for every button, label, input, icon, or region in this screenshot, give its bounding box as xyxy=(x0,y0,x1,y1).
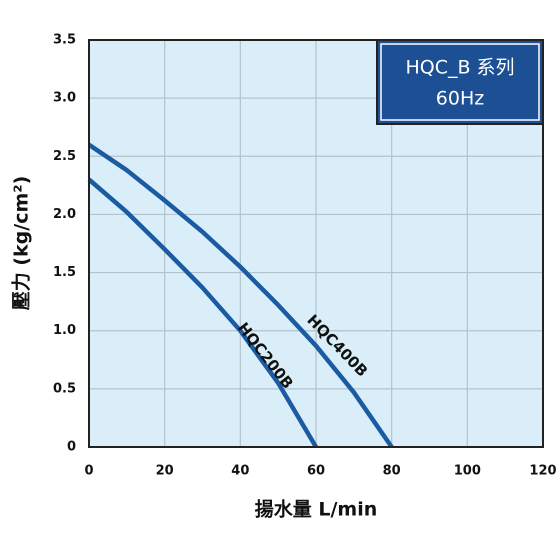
plot-frame xyxy=(88,39,544,448)
x-tick-label: 100 xyxy=(454,464,481,479)
y-tick-label: 1.5 xyxy=(53,265,76,280)
x-tick-label: 0 xyxy=(84,464,93,479)
y-tick-label: 1.0 xyxy=(53,323,76,338)
y-tick-label: 2.0 xyxy=(53,207,76,222)
x-tick-label: 40 xyxy=(231,464,249,479)
y-axis-label: 壓力 (kg/cm²) xyxy=(10,176,33,311)
x-tick-label: 120 xyxy=(529,464,556,479)
x-tick-label: 20 xyxy=(156,464,174,479)
chart-title: HQC_B 系列 xyxy=(405,57,514,79)
title-box xyxy=(376,39,544,125)
chart-subtitle: 60Hz xyxy=(436,88,484,110)
curve xyxy=(87,142,394,449)
x-axis-label: 揚水量 L/min xyxy=(255,498,378,521)
title-box-border xyxy=(380,43,540,121)
y-tick-label: 0.5 xyxy=(53,381,76,396)
x-tick-label: 60 xyxy=(307,464,325,479)
y-tick-label: 3.0 xyxy=(53,91,76,106)
y-tick-label: 2.5 xyxy=(53,149,76,164)
curves xyxy=(87,142,394,449)
y-tick-label: 3.5 xyxy=(53,33,76,48)
x-tick-label: 80 xyxy=(383,464,401,479)
curve xyxy=(87,177,318,449)
y-tick-label: 0 xyxy=(67,440,76,455)
